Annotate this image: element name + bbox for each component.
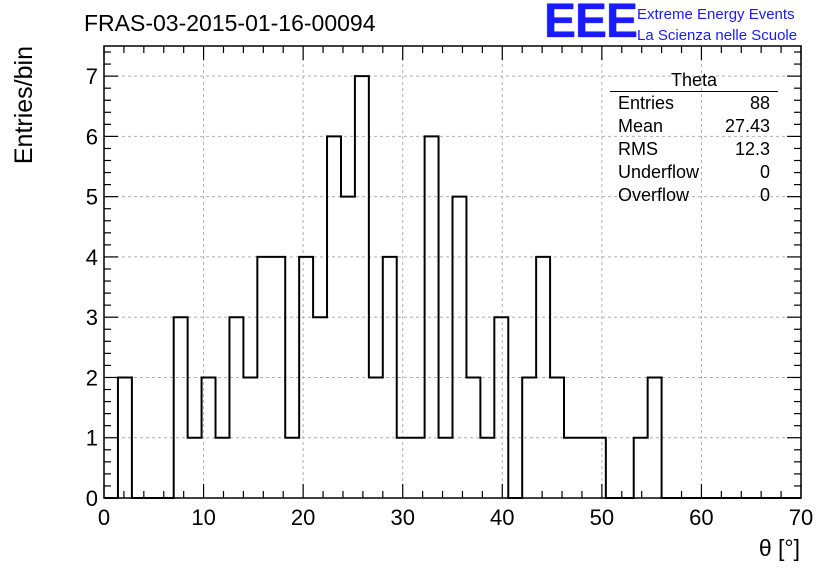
stats-label: Mean (618, 116, 664, 136)
y-tick-label: 2 (86, 365, 98, 390)
x-tick-label: 70 (789, 505, 813, 530)
stats-label: Underflow (618, 162, 700, 182)
histogram-bin (216, 438, 230, 498)
tick-layer (103, 46, 802, 499)
histogram-bin (174, 317, 188, 498)
histogram-bin (355, 76, 369, 498)
run-title: FRAS-03-2015-01-16-00094 (84, 10, 376, 36)
stats-row-entries: Entries 88 (610, 92, 778, 115)
x-tick-label: 20 (291, 505, 315, 530)
stats-value: 88 (749, 93, 770, 113)
histogram-bin (564, 438, 578, 498)
histogram-bin (494, 317, 508, 498)
y-tick-label: 0 (86, 486, 98, 511)
histogram-bin (634, 438, 648, 498)
histogram-bin (285, 438, 299, 498)
stats-title: Theta (610, 70, 778, 92)
logo-line2: La Scienza nelle Scuole (637, 27, 798, 44)
x-tick-label: 60 (689, 505, 713, 530)
y-tick-label: 1 (86, 426, 98, 451)
stats-label: RMS (618, 139, 658, 159)
y-tick-label: 6 (86, 124, 98, 149)
stats-label: Overflow (618, 185, 690, 205)
stats-value: 0 (759, 185, 770, 205)
x-tick-label: 40 (490, 505, 514, 530)
x-tick-label: 10 (191, 505, 215, 530)
stats-label: Entries (618, 93, 675, 113)
histogram-bin (313, 317, 327, 498)
stats-value: 27.43 (724, 116, 770, 136)
tick-label-layer: 0 10 20 30 40 50 60 70 0 1 2 3 4 5 6 7 (86, 64, 813, 530)
stats-box: Theta Entries 88 Mean 27.43 RMS 12.3 Und… (610, 70, 778, 207)
histogram-bin (578, 438, 592, 498)
histogram-bin (480, 438, 494, 498)
y-tick-label: 4 (86, 245, 98, 270)
stats-row-mean: Mean 27.43 (610, 115, 778, 138)
histogram-bin (299, 257, 313, 498)
plot-frame (103, 45, 802, 499)
eee-logo: EEE Extreme Energy Events La Scienza nel… (544, 0, 834, 48)
stats-value: 12.3 (734, 139, 770, 159)
y-tick-label: 3 (86, 305, 98, 330)
y-tick-label: 5 (86, 185, 98, 210)
x-axis-label: θ [°] (759, 535, 800, 561)
histogram-bin (439, 438, 453, 498)
x-tick-label: 30 (390, 505, 414, 530)
y-axis-label: Entries/bin (10, 46, 38, 164)
x-tick-label: 0 (98, 505, 110, 530)
stats-row-overflow: Overflow 0 (610, 184, 778, 207)
histogram-layer (104, 75, 801, 499)
histogram-bin (341, 197, 355, 498)
histogram-bin (411, 438, 425, 498)
logo-line1: Extreme Energy Events (637, 6, 795, 23)
histogram-bin (648, 377, 662, 498)
histogram-bin (257, 257, 271, 498)
histogram-bin (592, 438, 606, 498)
stats-row-underflow: Underflow 0 (610, 161, 778, 184)
histogram-bin (188, 438, 202, 498)
histogram-outline (104, 75, 801, 499)
histogram-bin (453, 197, 467, 498)
histogram-bin (397, 438, 411, 498)
x-tick-label: 50 (590, 505, 614, 530)
stats-row-rms: RMS 12.3 (610, 138, 778, 161)
y-tick-label: 7 (86, 64, 98, 89)
stats-value: 0 (759, 162, 770, 182)
histogram-bin (229, 317, 243, 498)
logo-mark: EEE (544, 0, 638, 48)
